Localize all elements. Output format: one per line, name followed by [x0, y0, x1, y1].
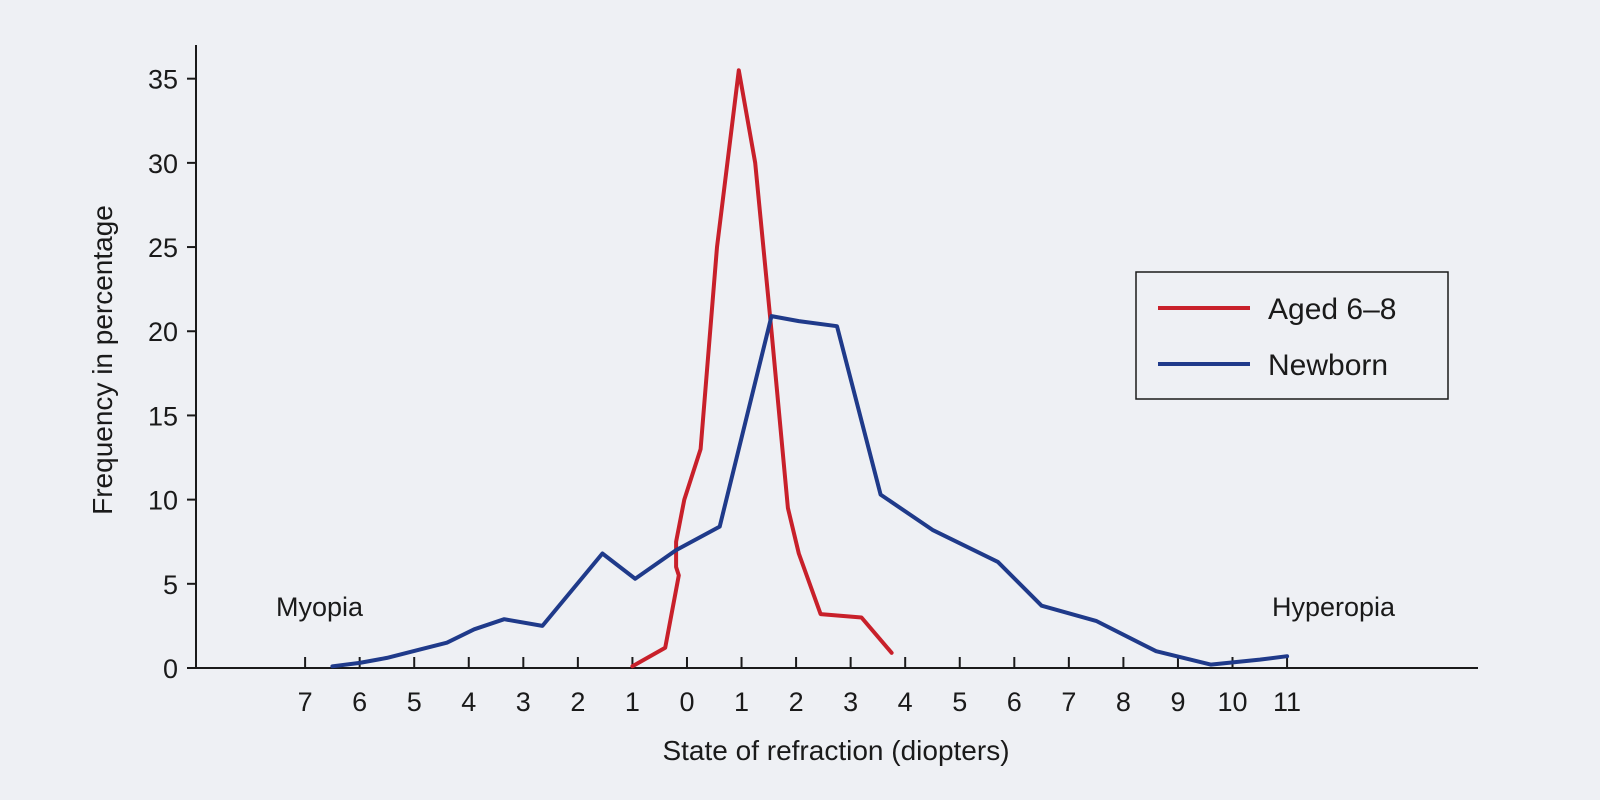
x-tick-label-3: 4	[461, 687, 476, 717]
labels: Myopia Hyperopia State of refraction (di…	[87, 205, 1396, 766]
y-tick-label-5: 25	[148, 233, 178, 263]
x-tick-label-11: 4	[898, 687, 913, 717]
x-tick-label-12: 5	[952, 687, 967, 717]
y-tick-label-2: 10	[148, 486, 178, 516]
x-tick-label-5: 2	[570, 687, 585, 717]
x-tick-label-7: 0	[679, 687, 694, 717]
x-tick-label-14: 7	[1061, 687, 1076, 717]
y-tick-label-1: 5	[163, 570, 178, 600]
y-tick-label-6: 30	[148, 149, 178, 179]
series-line-1	[330, 314, 1290, 669]
x-tick-label-8: 1	[734, 687, 749, 717]
y-tick-label-3: 15	[148, 401, 178, 431]
legend: Aged 6–8 Newborn	[1135, 271, 1449, 400]
x-axis-title: State of refraction (diopters)	[662, 735, 1009, 766]
y-tick-label-4: 20	[148, 317, 178, 347]
region-label-myopia: Myopia	[276, 592, 364, 622]
legend-label-aged: Aged 6–8	[1268, 293, 1396, 326]
y-tick-label-7: 35	[148, 65, 178, 95]
y-axis-title: Frequency in percentage	[87, 205, 118, 515]
x-tick-label-18: 11	[1273, 687, 1301, 717]
x-tick-label-1: 6	[352, 687, 367, 717]
region-label-hyperopia: Hyperopia	[1272, 592, 1396, 622]
x-tick-label-13: 6	[1007, 687, 1022, 717]
x-tick-label-9: 2	[789, 687, 804, 717]
x-tick-label-16: 9	[1170, 687, 1185, 717]
series-line-0	[630, 68, 894, 669]
x-tick-label-10: 3	[843, 687, 858, 717]
y-tick-label-0: 0	[163, 654, 178, 684]
x-tick-label-6: 1	[625, 687, 640, 717]
legend-box	[1135, 271, 1449, 400]
legend-label-newborn: Newborn	[1268, 349, 1388, 382]
x-tick-label-15: 8	[1116, 687, 1131, 717]
x-tick-label-0: 7	[298, 687, 313, 717]
x-tick-label-4: 3	[516, 687, 531, 717]
x-tick-label-2: 5	[407, 687, 422, 717]
x-tick-label-17: 10	[1217, 687, 1247, 717]
series-layer	[330, 68, 1290, 669]
